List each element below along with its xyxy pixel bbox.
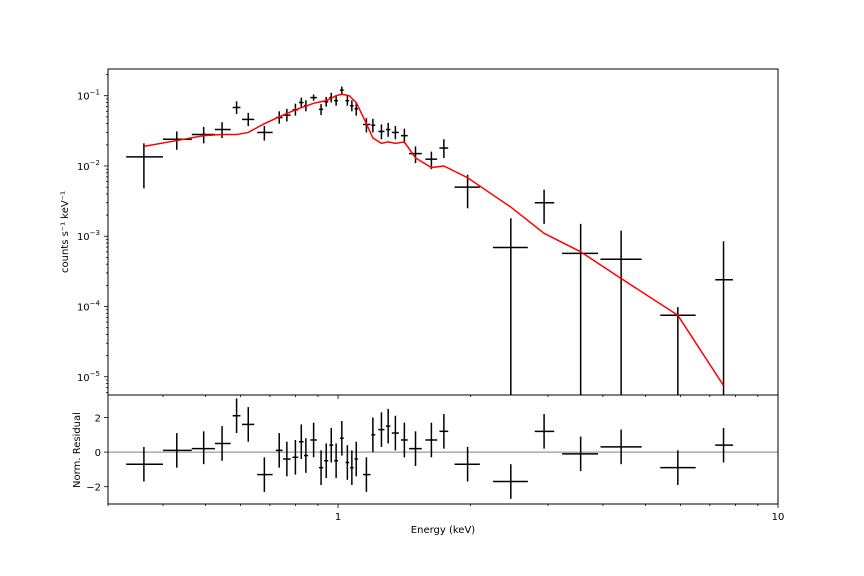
residual-point <box>126 446 163 482</box>
residual-point <box>391 415 399 451</box>
spectrum-point <box>324 96 329 107</box>
y-tick-label: 10−4 <box>77 299 101 313</box>
residual-point <box>318 450 324 485</box>
model-line <box>143 93 725 386</box>
residual-point <box>214 426 231 461</box>
residual-point <box>283 441 291 477</box>
residual-y-axis-label: Norm. Residual <box>72 412 83 488</box>
residual-errorbars <box>126 398 733 499</box>
spectrum-point <box>257 126 273 141</box>
spectrum-point <box>345 95 350 106</box>
residual-point <box>334 443 339 479</box>
residual-point <box>310 422 317 458</box>
spectrum-y-axis-label: counts s⁻¹ keV⁻¹ <box>60 191 71 273</box>
residual-point <box>345 445 350 480</box>
residual-point <box>409 431 422 466</box>
residual-point <box>257 457 273 492</box>
residual-point <box>492 464 528 499</box>
spectrum-y-ticks: 10−1 10−2 10−3 10−4 10−5 <box>77 74 108 393</box>
spectrum-point <box>385 122 391 137</box>
spectrum-point <box>439 139 449 158</box>
energy-axis-label: Energy (keV) <box>411 525 476 536</box>
residual-point <box>600 429 642 465</box>
residual-panel: 2 0 −2 1 10 Norm. Residual Energy (keV) <box>72 394 785 536</box>
y-tick-label: 10−3 <box>77 229 100 243</box>
residual-point <box>660 450 696 485</box>
y-tick-label: −2 <box>86 483 101 494</box>
residual-point <box>439 414 449 449</box>
spectrum-point <box>318 104 324 116</box>
residual-point <box>378 412 385 447</box>
spectrum-point <box>454 174 480 209</box>
residual-point <box>354 441 358 477</box>
residual-point <box>324 443 329 479</box>
y-tick-label: 0 <box>95 448 101 459</box>
spectrum-point <box>715 241 733 395</box>
residual-point <box>350 450 354 485</box>
residual-point <box>534 414 555 449</box>
spectrum-point <box>298 97 304 108</box>
residual-point <box>562 436 599 472</box>
residual-point <box>425 422 438 458</box>
spectrum-point <box>214 122 231 139</box>
x-tick-label: 10 <box>772 512 785 523</box>
spectrum-point <box>371 118 376 133</box>
residual-point <box>242 407 255 442</box>
spectrum-point <box>339 86 344 95</box>
y-tick-label: 2 <box>95 413 101 424</box>
residual-point <box>292 439 299 475</box>
spectrum-point <box>400 128 408 144</box>
residual-point <box>400 422 408 458</box>
residual-point <box>298 424 304 460</box>
spectrum-point <box>534 189 555 224</box>
residual-point <box>385 408 391 444</box>
spectrum-point <box>409 146 422 164</box>
spectrum-point <box>354 102 358 116</box>
residual-point <box>454 446 480 482</box>
residual-point <box>304 438 309 473</box>
spectrum-point <box>492 218 528 395</box>
residual-x-ticks: 1 10 <box>107 504 785 523</box>
y-tick-label: 10−5 <box>77 370 100 384</box>
spectrum-point <box>242 112 255 127</box>
residual-point <box>371 417 376 453</box>
residual-point <box>329 427 334 463</box>
residual-point <box>162 433 192 468</box>
residual-point <box>232 398 241 434</box>
spectrum-point <box>378 124 385 140</box>
spectrum-point <box>310 94 317 101</box>
spectrum-point <box>600 230 642 395</box>
residual-y-ticks: 2 0 −2 <box>86 413 108 494</box>
spectrum-point <box>126 143 163 189</box>
spectrum-point <box>334 95 339 106</box>
spectrum-point <box>350 100 354 112</box>
y-tick-label: 10−2 <box>77 159 100 173</box>
x-tick-label: 1 <box>335 512 341 523</box>
y-tick-label: 10−1 <box>77 89 100 103</box>
spectrum-point <box>425 151 438 170</box>
residual-point <box>275 433 283 468</box>
residual-point <box>715 427 733 463</box>
residual-axes-frame <box>107 394 779 505</box>
residual-point <box>191 431 215 465</box>
spectrum-point <box>391 126 399 140</box>
residual-point <box>339 420 344 456</box>
residual-point <box>363 457 371 492</box>
spectrum-point <box>232 101 241 114</box>
